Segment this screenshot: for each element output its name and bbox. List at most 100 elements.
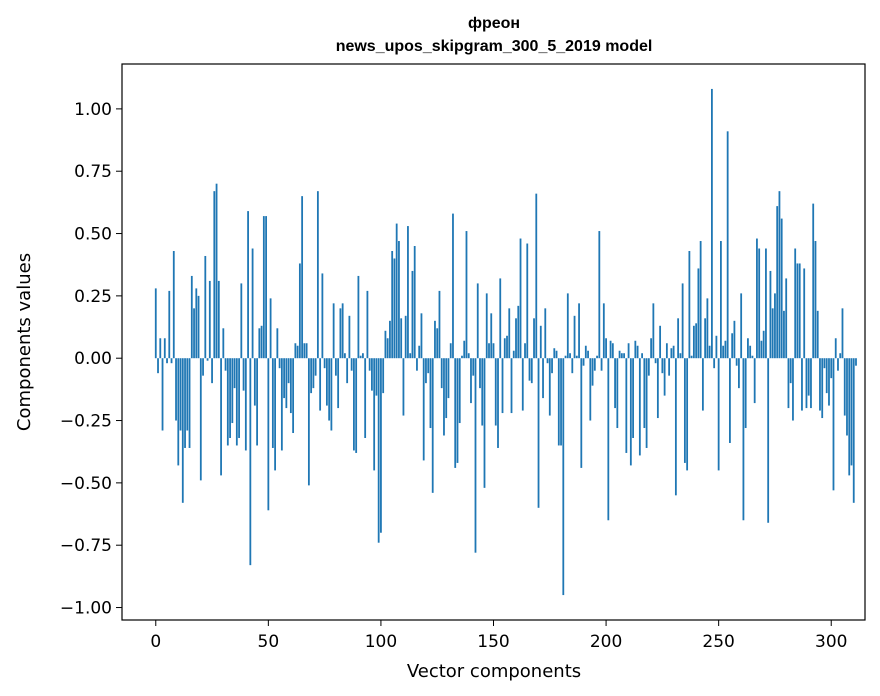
bar (616, 358, 619, 429)
bar (294, 343, 297, 359)
bar (195, 288, 198, 359)
x-tick-label: 150 (477, 632, 509, 652)
bar (154, 288, 157, 359)
bar (400, 318, 403, 359)
bar (184, 358, 186, 448)
bar (508, 308, 511, 359)
bar-series (154, 88, 857, 596)
bar (371, 358, 373, 391)
y-axis-label: Components values (14, 253, 35, 431)
bar (774, 293, 776, 359)
bar (566, 293, 569, 359)
bar (828, 358, 830, 406)
bar (492, 343, 495, 359)
bar (731, 333, 734, 359)
bar (839, 353, 842, 359)
bar (337, 358, 340, 409)
bar (229, 358, 231, 438)
bar (819, 358, 821, 411)
bar (235, 358, 238, 446)
bar (647, 358, 650, 376)
bar (303, 343, 306, 359)
bar (483, 358, 486, 488)
bar (355, 358, 358, 453)
bar (744, 358, 747, 429)
bar (215, 183, 218, 359)
y-tick-label: 0.00 (74, 349, 112, 369)
bar (686, 358, 689, 471)
bar (258, 328, 261, 359)
bar (467, 353, 470, 359)
bar (418, 345, 421, 359)
bar (571, 358, 574, 374)
bar (330, 358, 333, 431)
bar (332, 303, 335, 359)
bar (717, 358, 720, 471)
bar (526, 243, 529, 359)
bar (652, 303, 655, 359)
bar (364, 358, 367, 438)
bar (636, 345, 639, 359)
bar (776, 206, 779, 359)
bar (325, 358, 328, 406)
bar (339, 308, 342, 359)
bar (449, 343, 452, 359)
bar (611, 343, 614, 359)
bar (850, 358, 853, 466)
bar (391, 251, 394, 359)
bar (465, 231, 468, 359)
bar (551, 358, 553, 374)
bar (584, 345, 587, 359)
y-tick-label: 0.50 (74, 225, 112, 245)
bar (461, 355, 463, 359)
bar (713, 358, 716, 369)
bar (645, 358, 648, 448)
bar (382, 358, 385, 394)
bar (539, 325, 542, 359)
bar (596, 355, 598, 359)
bar (323, 358, 326, 369)
bar (443, 358, 445, 436)
bar (575, 355, 578, 359)
bar (247, 211, 249, 359)
bar (638, 358, 641, 456)
x-tick-label: 250 (702, 632, 734, 652)
bar (316, 191, 319, 359)
bar (440, 358, 443, 389)
bar (287, 358, 290, 384)
bar (346, 358, 349, 384)
bar (634, 340, 637, 359)
bar (454, 358, 457, 468)
y-tick-label: −0.50 (60, 474, 112, 494)
bar (785, 278, 788, 359)
bar (674, 358, 677, 496)
bar (163, 338, 166, 359)
bar (515, 318, 517, 359)
bar (562, 358, 565, 596)
bar (166, 358, 168, 364)
bar (846, 358, 848, 436)
bar (253, 358, 256, 406)
bar (319, 358, 322, 411)
bar (729, 358, 731, 443)
bar (321, 273, 324, 359)
bar (470, 358, 472, 404)
bar (348, 315, 351, 359)
x-tick-label: 100 (365, 632, 397, 652)
bar (217, 280, 220, 359)
bar (357, 275, 360, 359)
bar (226, 358, 229, 446)
bar (393, 258, 396, 359)
bar (481, 358, 484, 426)
bar (274, 358, 276, 471)
bar (506, 335, 508, 359)
bar (848, 358, 851, 476)
bar (553, 348, 556, 359)
bar (197, 295, 200, 359)
bar (262, 216, 265, 359)
bar (240, 283, 243, 359)
y-tick-label: −0.75 (60, 536, 112, 556)
chart-subtitle: news_upos_skipgram_300_5_2019 model (336, 38, 653, 55)
bar (193, 308, 195, 359)
bar (681, 283, 684, 359)
